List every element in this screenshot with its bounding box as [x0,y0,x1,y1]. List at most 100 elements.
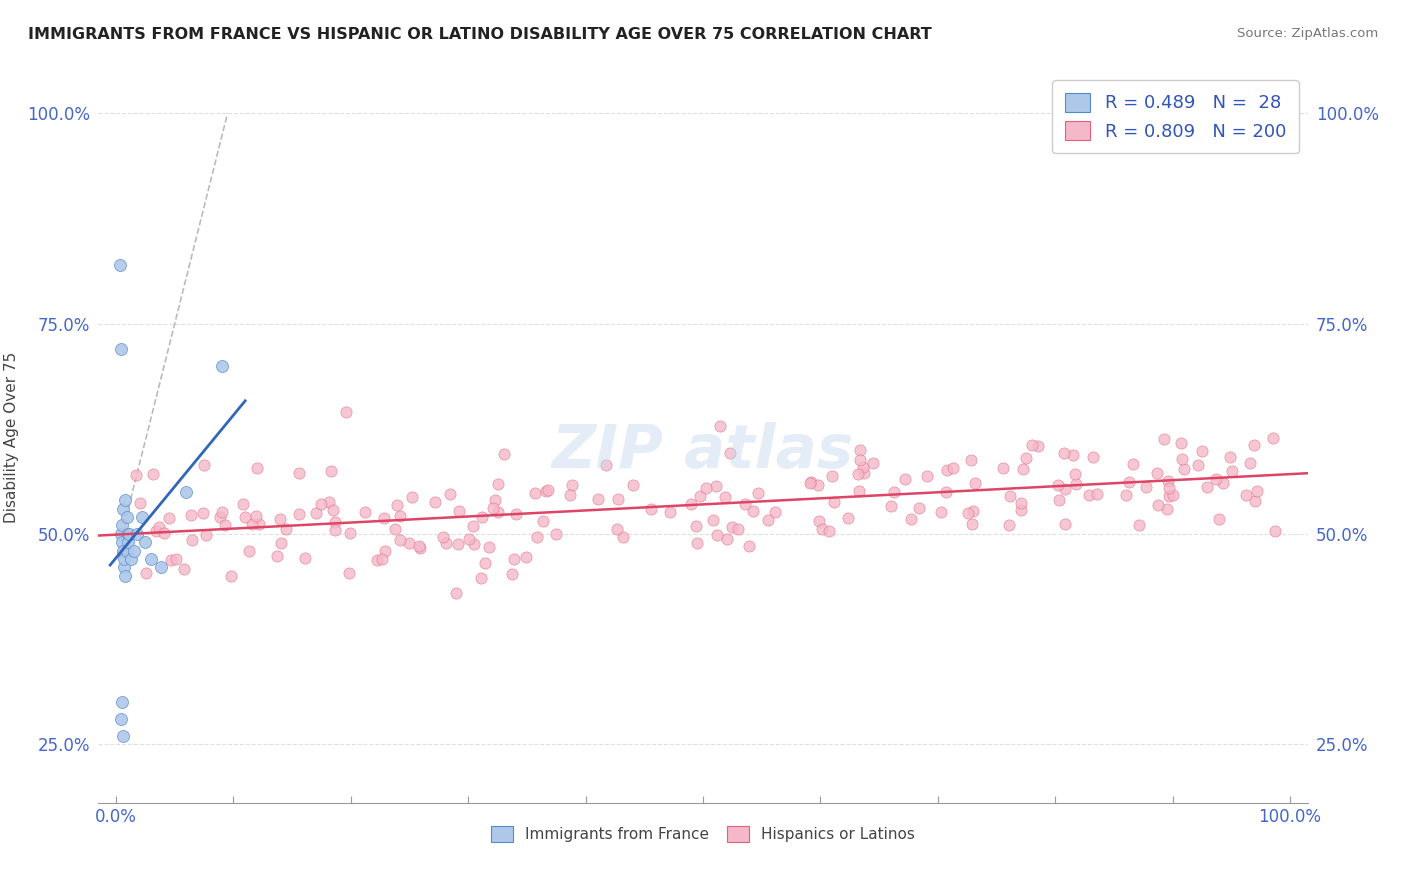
Point [818,524,841,538]
Point [1085,487,1108,501]
Point [389,533,412,548]
Point [704,479,727,493]
Point [960,452,983,467]
Point [640,501,662,516]
Point [1010,503,1032,517]
Point [1205,472,1227,486]
Point [309,497,332,511]
Point [1146,499,1168,513]
Point [702,513,724,527]
Point [1156,502,1178,516]
Point [118,526,141,541]
Point [695,481,717,495]
Point [176,484,198,499]
Point [1153,432,1175,446]
Point [1049,493,1071,508]
Point [494,447,516,461]
Point [1212,475,1234,490]
Point [211,505,233,519]
Point [1053,446,1076,460]
Point [115,510,138,524]
Point [1077,488,1099,502]
Point [606,522,628,536]
Point [1187,458,1209,472]
Point [1246,484,1268,499]
Point [1243,494,1265,508]
Point [463,537,485,551]
Point [408,539,430,553]
Point [880,499,903,513]
Point [127,526,149,541]
Point [1053,516,1076,531]
Point [1219,450,1241,464]
Point [322,503,344,517]
Point [915,469,938,483]
Point [387,498,409,512]
Point [444,585,467,599]
Point [423,494,446,508]
Point [807,478,830,492]
Point [159,553,181,567]
Point [110,712,132,726]
Point [1239,456,1261,470]
Point [607,492,630,507]
Point [718,446,741,460]
Point [114,493,136,508]
Text: Source: ZipAtlas.com: Source: ZipAtlas.com [1237,27,1378,40]
Point [232,497,254,511]
Point [270,536,292,550]
Point [1115,488,1137,502]
Point [111,535,134,549]
Point [108,258,131,272]
Point [908,500,931,515]
Point [238,543,260,558]
Point [434,536,457,550]
Point [447,536,470,550]
Text: IMMIGRANTS FROM FRANCE VS HISPANIC OR LATINO DISABILITY AGE OVER 75 CORRELATION : IMMIGRANTS FROM FRANCE VS HISPANIC OR LA… [28,27,932,42]
Point [931,505,953,519]
Point [439,486,461,500]
Point [1135,480,1157,494]
Point [134,535,156,549]
Point [595,458,617,472]
Point [807,514,830,528]
Point [709,418,731,433]
Point [339,526,361,541]
Point [145,524,167,538]
Point [288,467,311,481]
Point [1128,518,1150,533]
Point [486,477,509,491]
Point [531,514,554,528]
Point [110,526,132,541]
Point [1159,489,1181,503]
Point [269,512,291,526]
Legend: Immigrants from France, Hispanics or Latinos: Immigrants from France, Hispanics or Lat… [484,819,922,850]
Point [276,523,298,537]
Point [142,467,165,481]
Point [957,506,980,520]
Point [998,489,1021,503]
Point [447,504,470,518]
Point [471,509,494,524]
Point [122,543,145,558]
Point [810,522,832,536]
Point [111,518,134,533]
Point [148,519,170,533]
Point [409,541,432,555]
Point [561,478,583,492]
Point [374,544,396,558]
Point [679,497,702,511]
Point [240,517,263,532]
Point [900,512,922,526]
Point [288,507,311,521]
Point [738,539,761,553]
Point [181,533,204,548]
Point [1159,481,1181,495]
Point [716,532,738,546]
Point [883,484,905,499]
Point [526,530,548,544]
Point [706,528,728,542]
Point [191,506,214,520]
Point [481,501,503,516]
Point [432,530,454,544]
